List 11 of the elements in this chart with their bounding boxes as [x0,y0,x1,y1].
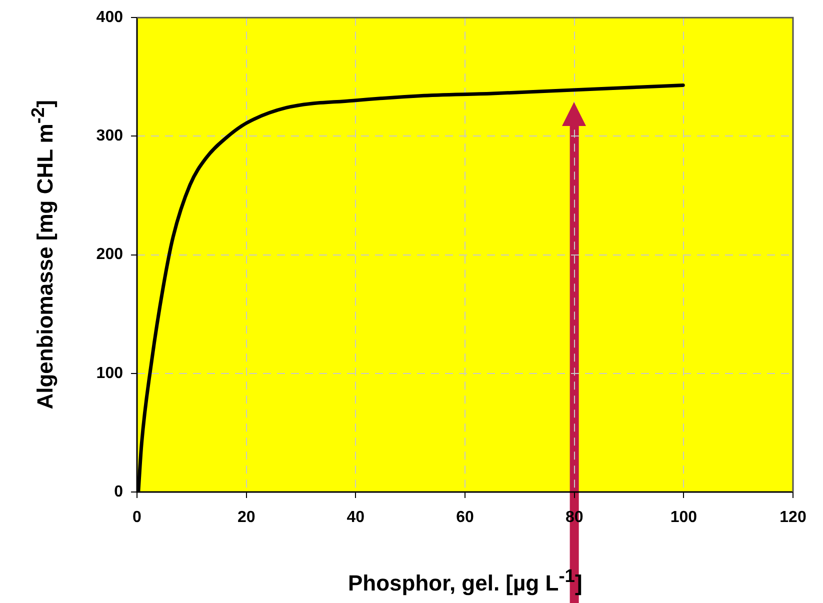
y-tick-label: 300 [96,128,124,145]
y-tick-label: 0 [114,483,124,500]
x-tick-label: 100 [670,509,698,526]
x-tick-label: 40 [346,509,365,526]
x-tick-label: 20 [237,509,256,526]
y-tick-label: 100 [96,364,124,382]
x-tick-label: 60 [456,509,474,526]
x-tick-label: 120 [780,509,806,526]
y-tick-label: 400 [96,9,124,26]
y-tick-label: 200 [96,246,124,264]
x-tick-label: 0 [132,509,142,526]
